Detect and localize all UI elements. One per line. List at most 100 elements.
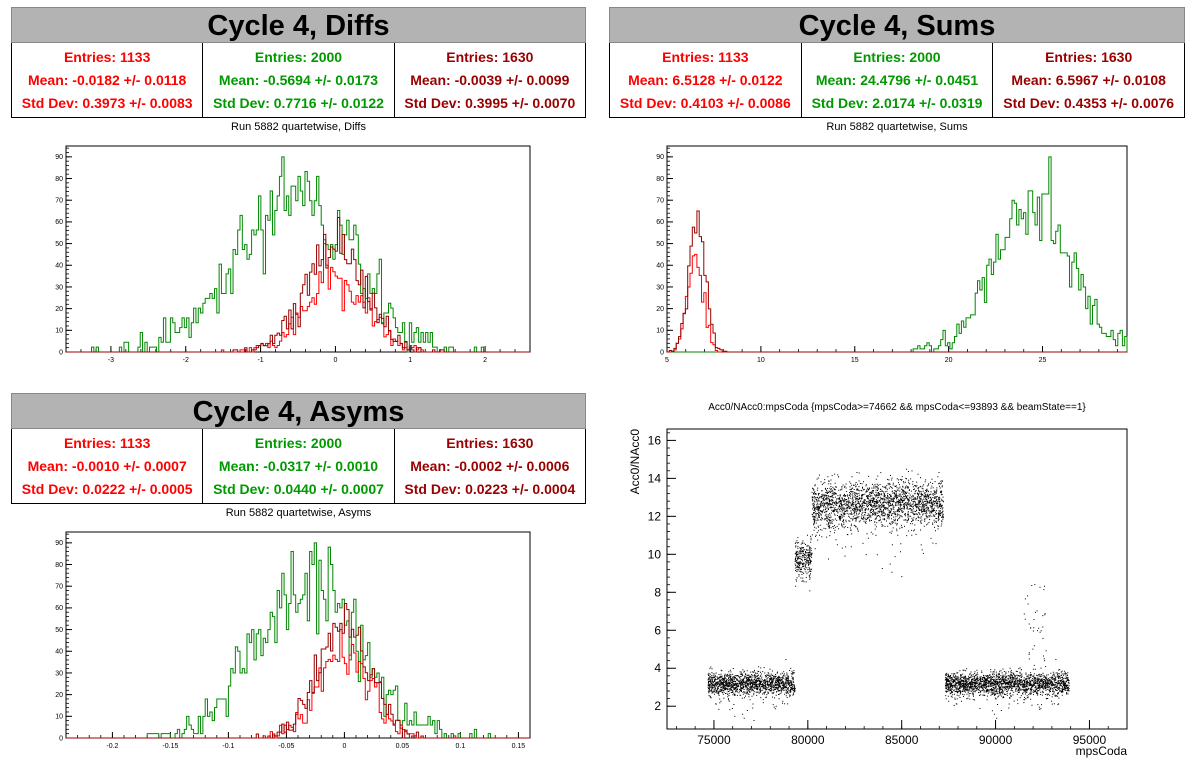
scatter-ytick-label: 10 xyxy=(648,547,662,561)
stat-entries: Entries: 1630 xyxy=(446,434,534,451)
asyms-ytick-label: 40 xyxy=(55,649,63,656)
diffs-series-0 xyxy=(66,156,530,353)
diffs-ytick-label: 50 xyxy=(55,241,63,248)
diffs-xtick-label: 0 xyxy=(333,357,337,364)
sums-stat-darkred: Entries: 1630 Mean: 6.5967 +/- 0.0108 St… xyxy=(992,43,1184,117)
asyms-stats-box: Entries: 1133 Mean: -0.0010 +/- 0.0007 S… xyxy=(11,429,586,504)
asyms-xtick-label: -0.2 xyxy=(106,743,118,750)
stat-std: Std Dev: 0.3973 +/- 0.0083 xyxy=(21,95,193,112)
scatter-ytick-label: 14 xyxy=(648,471,662,485)
stat-entries: Entries: 1133 xyxy=(63,48,151,65)
sums-series-0 xyxy=(667,156,1128,353)
asyms-ytick-label: 30 xyxy=(55,670,63,677)
stat-entries: Entries: 1133 xyxy=(662,48,749,65)
stat-entries: Entries: 2000 xyxy=(853,48,941,65)
stat-mean: Mean: -0.0002 +/- 0.0006 xyxy=(410,457,570,474)
diffs-xtick-label: 1 xyxy=(408,357,412,364)
asyms-xtick-label: 0.1 xyxy=(456,743,466,750)
scatter-points xyxy=(707,468,1070,721)
diffs-stats-box: Entries: 1133 Mean: -0.0182 +/- 0.0118 S… xyxy=(11,43,586,118)
diffs-ytick-label: 70 xyxy=(55,198,63,205)
asyms-series-1 xyxy=(66,629,530,739)
diffs-stat-darkred: Entries: 1630 Mean: -0.0039 +/- 0.0099 S… xyxy=(393,43,585,117)
sums-xtick-label: 25 xyxy=(1039,357,1047,364)
scatter-cluster-3 xyxy=(854,468,944,578)
asyms-stat-green: Entries: 2000 Mean: -0.0317 +/- 0.0010 S… xyxy=(202,429,393,503)
diffs-ytick-label: 10 xyxy=(55,328,63,335)
stat-std: Std Dev: 0.4103 +/- 0.0086 xyxy=(619,95,791,112)
stat-std: Std Dev: 0.3995 +/- 0.0070 xyxy=(404,95,576,112)
sums-ytick-label: 50 xyxy=(656,241,664,248)
diffs-ytick-label: 20 xyxy=(55,306,63,313)
sums-stat-red: Entries: 1133 Mean: 6.5128 +/- 0.0122 St… xyxy=(610,43,801,117)
scatter-cluster-4 xyxy=(944,659,1070,719)
diffs-ytick-label: 0 xyxy=(59,349,63,356)
sums-chart: 5 10 15 20 25 0 10 20 30 40 50 60 70 80 90 xyxy=(656,145,1128,364)
stat-mean: Mean: -0.0182 +/- 0.0118 xyxy=(27,71,187,88)
asyms-xtick-label: 0.15 xyxy=(512,743,526,750)
scatter-frame xyxy=(666,428,1128,730)
diffs-xtick-label: -1 xyxy=(257,357,263,364)
diffs-ytick-label: 30 xyxy=(55,284,63,291)
asyms-ytick-label: 60 xyxy=(55,605,63,612)
asyms-xtick-label: 0.05 xyxy=(396,743,410,750)
diffs-ytick-label: 60 xyxy=(55,219,63,226)
sums-ytick-label: 30 xyxy=(656,284,664,291)
sums-frame xyxy=(666,145,1128,353)
asyms-ytick-label: 10 xyxy=(55,714,63,721)
diffs-title: Cycle 4, Diffs xyxy=(11,7,586,43)
sums-ytick-label: 20 xyxy=(656,306,664,313)
stat-entries: Entries: 2000 xyxy=(254,48,343,65)
stat-mean: Mean: 24.4796 +/- 0.0451 xyxy=(815,71,979,88)
asyms-stat-red: Entries: 1133 Mean: -0.0010 +/- 0.0007 S… xyxy=(12,429,202,503)
scatter-chart: 75000 80000 85000 90000 95000 2 4 6 8 10 12 14 16 mps… xyxy=(628,428,1128,758)
scatter-xtick-label: 80000 xyxy=(791,733,825,747)
stat-std: Std Dev: 0.0440 +/- 0.0007 xyxy=(213,481,384,498)
scatter-ytick-label: 12 xyxy=(648,509,662,523)
sums-stats-box: Entries: 1133 Mean: 6.5128 +/- 0.0122 St… xyxy=(609,43,1185,118)
asyms-stat-darkred: Entries: 1630 Mean: -0.0002 +/- 0.0006 S… xyxy=(393,429,585,503)
scatter-cluster-0 xyxy=(707,659,796,721)
scatter-ytick-label: 4 xyxy=(654,661,661,675)
asyms-title: Cycle 4, Asyms xyxy=(11,393,586,429)
scatter-ylabel: Acc0/NAcc0 xyxy=(628,429,642,495)
stat-mean: Mean: -0.5694 +/- 0.0173 xyxy=(218,71,379,88)
diffs-frame xyxy=(65,145,531,353)
stat-mean: Mean: 6.5128 +/- 0.0122 xyxy=(628,71,783,88)
asyms-xtick-label: 0 xyxy=(342,743,346,750)
scatter-xtick-label: 95000 xyxy=(1073,733,1107,747)
scatter-xtick-label: 90000 xyxy=(979,733,1013,747)
stat-entries: Entries: 1630 xyxy=(446,48,534,65)
stat-std: Std Dev: 0.7716 +/- 0.0122 xyxy=(213,95,384,112)
stat-entries: Entries: 1133 xyxy=(63,434,151,451)
sums-xtick-label: 10 xyxy=(757,357,765,364)
diffs-series-2 xyxy=(66,217,530,353)
diffs-series-1 xyxy=(66,243,530,353)
diffs-xtick-label: -2 xyxy=(183,357,189,364)
sums-ytick-label: 40 xyxy=(656,263,664,270)
stat-mean: Mean: -0.0039 +/- 0.0099 xyxy=(410,71,570,88)
sums-stat-green: Entries: 2000 Mean: 24.4796 +/- 0.0451 S… xyxy=(800,43,993,117)
stat-std: Std Dev: 2.0174 +/- 0.0319 xyxy=(811,95,983,112)
scatter-xlabel: mpsCoda xyxy=(1076,744,1128,758)
stat-mean: Mean: -0.0317 +/- 0.0010 xyxy=(218,457,379,474)
sums-xtick-label: 20 xyxy=(945,357,953,364)
scatter-cluster-2 xyxy=(811,473,856,560)
sums-ytick-label: 90 xyxy=(656,154,664,161)
scatter-outliers xyxy=(1023,584,1047,679)
stat-mean: Mean: -0.0010 +/- 0.0007 xyxy=(27,457,187,474)
asyms-chart: -0.2 -0.15 -0.1 -0.05 0 0.05 0.1 0.15 0 10 20 30 40 5… xyxy=(55,531,531,750)
stat-std: Std Dev: 0.0222 +/- 0.0005 xyxy=(21,481,193,498)
sums-ytick-label: 10 xyxy=(656,328,664,335)
stat-entries: Entries: 1630 xyxy=(1045,48,1133,65)
asyms-ytick-label: 70 xyxy=(55,584,63,591)
sums-xtick-label: 15 xyxy=(851,357,859,364)
sums-xtick-label: 5 xyxy=(665,357,669,364)
asyms-xtick-label: -0.05 xyxy=(278,743,294,750)
asyms-ytick-label: 80 xyxy=(55,562,63,569)
diffs-stat-green: Entries: 2000 Mean: -0.5694 +/- 0.0173 S… xyxy=(202,43,393,117)
sums-ytick-label: 80 xyxy=(656,176,664,183)
scatter-xtick-label: 85000 xyxy=(885,733,919,747)
